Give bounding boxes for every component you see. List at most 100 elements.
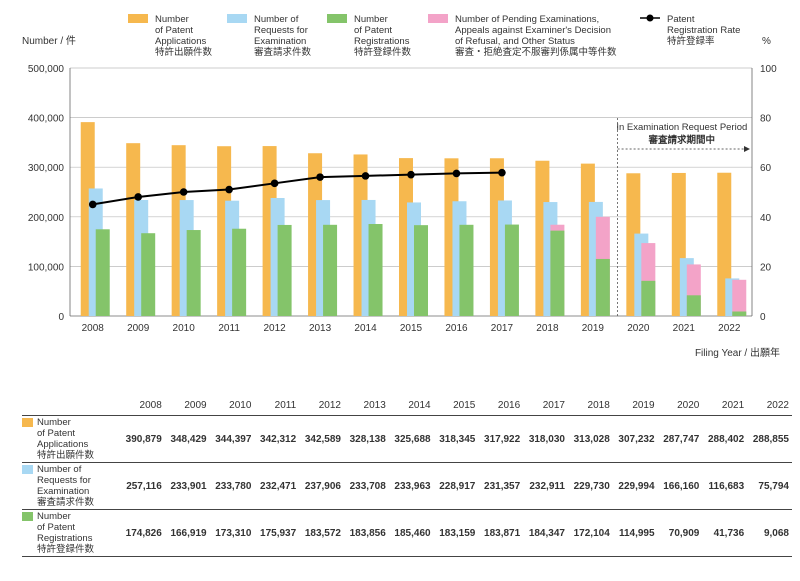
data-table: 2008 2009 2010 2011 2012 2013 2014 2015 2016 2017… xyxy=(22,396,792,557)
legend-swatch-pending xyxy=(428,14,448,23)
table-cell: 288,855 xyxy=(747,415,792,463)
bar-registrations xyxy=(277,224,292,316)
bar-registrations xyxy=(459,224,474,316)
y2-tick-label: 40 xyxy=(760,213,772,224)
table-cell: 41,736 xyxy=(702,509,748,557)
table-cell: 228,917 xyxy=(433,462,479,510)
bar-registrations xyxy=(686,295,701,316)
table-cell: 232,471 xyxy=(254,462,300,510)
x-tick-label: 2018 xyxy=(536,323,559,334)
bar-registrations xyxy=(550,230,565,316)
table-cell: 70,909 xyxy=(657,509,703,557)
table-cell: 317,922 xyxy=(478,415,524,463)
table-year-header: 2015 xyxy=(433,396,479,416)
y2-axis-title: % xyxy=(762,36,771,47)
legend-ja-registrations: 特許登録件数 xyxy=(354,46,412,58)
x-axis-title: Filing Year / 出願年 xyxy=(695,346,780,359)
table-cell: 175,937 xyxy=(254,509,300,557)
legend-label-rate: Patent Registration Rate xyxy=(667,14,740,36)
legend-ja-applications: 特許出願件数 xyxy=(155,46,213,58)
bar-registrations xyxy=(641,280,656,316)
legend-ja-pending: 審査・拒絶査定不服審判係属中等件数 xyxy=(455,46,617,58)
bar-registrations xyxy=(323,224,338,316)
rate-point xyxy=(88,200,97,209)
x-tick-label: 2022 xyxy=(718,323,741,334)
legend-ja-rate: 特許登録率 xyxy=(667,35,715,47)
table-cell: 233,963 xyxy=(388,462,434,510)
table-cell: 114,995 xyxy=(612,509,658,557)
legend-rate-marker xyxy=(646,14,654,22)
bar-registrations xyxy=(414,225,428,316)
table-row-swatch xyxy=(22,418,33,427)
x-tick-label: 2012 xyxy=(263,323,286,334)
table-year-header: 2017 xyxy=(523,396,568,416)
rate-point xyxy=(361,172,370,180)
table-cell: 390,879 xyxy=(120,415,165,463)
y2-tick-label: 100 xyxy=(760,64,777,75)
table-year-header: 2013 xyxy=(343,396,389,416)
table-cell: 325,688 xyxy=(388,415,434,463)
bar-pending xyxy=(732,279,747,316)
bar-registrations xyxy=(186,230,201,316)
x-tick-label: 2014 xyxy=(354,323,377,334)
legend-label-pending: Number of Pending Examinations, Appeals a… xyxy=(455,14,611,47)
legend-ja-requests: 審査請求件数 xyxy=(254,46,312,58)
table-cell: 233,780 xyxy=(209,462,255,510)
table-row-swatch xyxy=(22,465,33,474)
y-axis-title: Number / 件 xyxy=(22,35,76,47)
rate-point xyxy=(225,185,233,194)
table-row-label: Number of Requests for Examination 審査請求件数 xyxy=(22,462,120,510)
table-year-header: 2016 xyxy=(478,396,524,416)
table-cell: 233,901 xyxy=(164,462,210,510)
y2-tick-label: 60 xyxy=(760,163,772,174)
table-cell: 185,460 xyxy=(388,509,434,557)
legend-swatch-applications xyxy=(128,14,148,23)
table-year-header: 2018 xyxy=(567,396,613,416)
rate-point xyxy=(270,179,279,188)
table-row-label-ja: 特許登録件数 xyxy=(37,544,95,555)
table-cell: 116,683 xyxy=(702,462,748,510)
table-cell: 307,232 xyxy=(612,415,658,463)
table-row-applications: Number of Patent Applications 特許出願件数 390,8… xyxy=(22,415,792,463)
rate-point xyxy=(179,188,188,196)
x-tick-label: 2010 xyxy=(173,323,196,334)
bar-registrations xyxy=(232,228,247,316)
table-cell: 183,159 xyxy=(433,509,479,557)
table-cell: 166,919 xyxy=(164,509,210,557)
table-year-header: 2010 xyxy=(209,396,255,416)
table-row-label: Number of Patent Registrations 特許登録件数 xyxy=(22,509,120,557)
annotation-ja: 審査請求期間中 xyxy=(648,134,716,146)
table-cell: 184,347 xyxy=(523,509,568,557)
table-row-label-ja: 特許出願件数 xyxy=(37,450,95,461)
table-cell: 342,312 xyxy=(254,415,300,463)
bar-registrations xyxy=(595,258,610,316)
legend-label-applications: Number of Patent Applications xyxy=(155,14,206,47)
y2-tick-label: 80 xyxy=(760,114,772,125)
table-cell: 183,572 xyxy=(299,509,344,557)
table-cell: 233,708 xyxy=(343,462,389,510)
table-year-header: 2019 xyxy=(612,396,658,416)
y-tick-label: 0 xyxy=(58,312,64,323)
bar-registrations xyxy=(141,233,156,316)
x-tick-label: 2008 xyxy=(82,323,105,334)
table-row-label-ja: 審査請求件数 xyxy=(37,497,95,508)
table-year-header: 2014 xyxy=(388,396,434,416)
table-year-header: 2011 xyxy=(254,396,300,416)
rate-point xyxy=(134,193,142,201)
bar-registrations xyxy=(732,311,747,316)
bar-registrations xyxy=(95,229,110,316)
x-tick-label: 2016 xyxy=(445,323,468,334)
x-tick-label: 2021 xyxy=(673,323,696,334)
y-tick-label: 500,000 xyxy=(28,64,65,75)
x-tick-label: 2011 xyxy=(218,323,240,334)
table-cell: 75,794 xyxy=(747,462,792,510)
annotation-text: In Examination Request Period xyxy=(616,122,747,133)
legend-swatch-requests xyxy=(227,14,247,23)
x-tick-label: 2019 xyxy=(582,323,605,334)
table-row-label-text: Number of Requests for Examination 審査請求件数 xyxy=(37,464,95,508)
table-row-swatch xyxy=(22,512,33,521)
table-cell: 229,730 xyxy=(567,462,613,510)
legend-label-requests: Number of Requests for Examination xyxy=(254,14,308,47)
table-cell: 9,068 xyxy=(747,509,792,557)
